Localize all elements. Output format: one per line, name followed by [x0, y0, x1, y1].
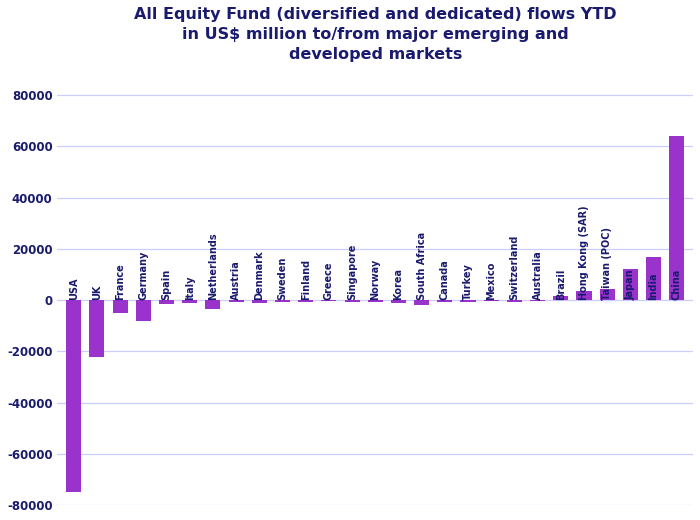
Bar — [461, 300, 475, 302]
Bar — [669, 136, 685, 300]
Bar — [368, 300, 383, 302]
Bar — [438, 300, 452, 302]
Text: India: India — [649, 272, 659, 300]
Text: Austria: Austria — [231, 261, 241, 300]
Text: France: France — [115, 264, 125, 300]
Text: Canada: Canada — [440, 259, 450, 300]
Bar — [577, 291, 592, 300]
Text: Netherlands: Netherlands — [208, 232, 218, 300]
Bar — [159, 300, 174, 304]
Bar — [530, 300, 545, 302]
Bar — [205, 300, 220, 309]
Bar — [252, 300, 267, 303]
Text: Sweden: Sweden — [277, 257, 288, 300]
Bar — [275, 300, 290, 302]
Text: Singapore: Singapore — [347, 244, 357, 300]
Text: Denmark: Denmark — [254, 251, 265, 300]
Bar — [66, 300, 81, 492]
Bar — [321, 300, 337, 302]
Text: Mexico: Mexico — [486, 262, 496, 300]
Text: Turkey: Turkey — [463, 263, 473, 300]
Text: China: China — [672, 269, 682, 300]
Text: USA: USA — [69, 278, 78, 300]
Bar — [623, 269, 638, 300]
Bar — [484, 300, 499, 302]
Bar — [600, 289, 615, 300]
Text: Hong Kong (SAR): Hong Kong (SAR) — [579, 205, 589, 300]
Title: All Equity Fund (diversified and dedicated) flows YTD
in US$ million to/from maj: All Equity Fund (diversified and dedicat… — [134, 7, 617, 61]
Bar — [553, 296, 568, 300]
Text: South Africa: South Africa — [416, 232, 426, 300]
Text: Italy: Italy — [185, 276, 195, 300]
Bar — [391, 300, 406, 303]
Text: Japan: Japan — [625, 269, 636, 300]
Bar — [646, 257, 662, 300]
Text: Greece: Greece — [324, 262, 334, 300]
Text: Brazil: Brazil — [556, 269, 566, 300]
Text: Switzerland: Switzerland — [510, 235, 519, 300]
Text: Finland: Finland — [300, 259, 311, 300]
Bar — [298, 300, 313, 302]
Text: Spain: Spain — [162, 269, 172, 300]
Bar — [90, 300, 104, 357]
Bar — [344, 300, 360, 302]
Bar — [136, 300, 150, 321]
Text: Australia: Australia — [533, 251, 542, 300]
Text: Germany: Germany — [139, 251, 148, 300]
Text: Taiwan (POC): Taiwan (POC) — [602, 227, 612, 300]
Bar — [414, 300, 429, 305]
Text: Korea: Korea — [393, 268, 403, 300]
Bar — [113, 300, 127, 313]
Text: Norway: Norway — [370, 259, 380, 300]
Bar — [507, 300, 522, 302]
Bar — [182, 300, 197, 303]
Text: UK: UK — [92, 285, 102, 300]
Bar — [228, 300, 244, 302]
